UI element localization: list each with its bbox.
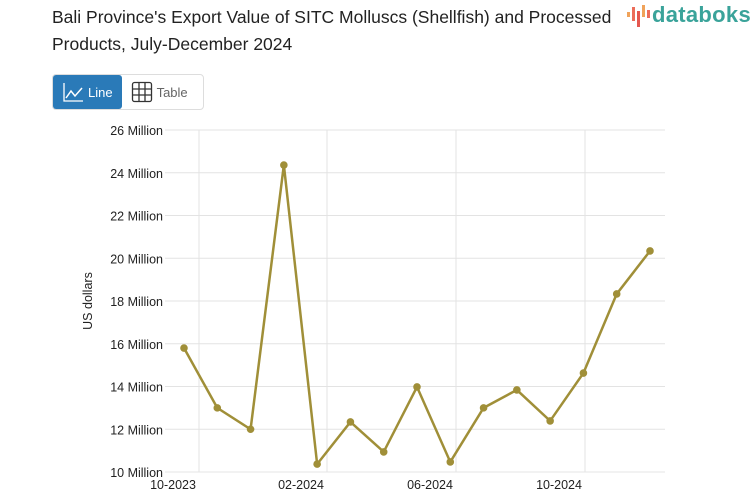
data-point	[579, 369, 588, 377]
data-point	[313, 460, 321, 468]
x-tick-label: 06-2024	[407, 478, 453, 492]
logo-bars-icon	[627, 5, 650, 27]
chart-title: Bali Province's Export Value of SITC Mol…	[52, 7, 612, 54]
data-point	[546, 417, 554, 425]
data-point	[246, 425, 255, 434]
table-view-button[interactable]: Table	[122, 75, 197, 109]
data-point	[280, 161, 288, 169]
y-tick-label: 10 Million	[110, 466, 163, 480]
y-axis-label: US dollars	[81, 272, 95, 330]
line-view-button[interactable]: Line	[53, 75, 122, 109]
data-point	[446, 458, 455, 466]
x-tick-label: 02-2024	[278, 478, 324, 492]
data-point	[180, 344, 188, 352]
data-point	[479, 404, 488, 412]
data-point	[213, 404, 222, 412]
x-tick-label: 10-2024	[536, 478, 582, 492]
data-point	[346, 418, 355, 426]
y-tick-label: 18 Million	[110, 295, 163, 309]
databoks-logo: databoks	[626, 2, 751, 28]
y-tick-label: 14 Million	[110, 381, 163, 395]
y-tick-label: 20 Million	[110, 252, 163, 266]
y-tick-label: 12 Million	[110, 423, 163, 437]
y-tick-label: 24 Million	[110, 167, 163, 181]
y-tick-label: 22 Million	[110, 210, 163, 224]
line-chart-icon	[63, 83, 83, 102]
x-tick-label: 10-2023	[150, 478, 196, 492]
view-toggle: Line Table	[52, 74, 204, 110]
data-point	[513, 386, 521, 394]
data-point	[612, 290, 621, 298]
data-point	[379, 448, 388, 456]
data-point	[413, 383, 421, 391]
line-label: Line	[88, 84, 113, 100]
series-line	[182, 164, 651, 468]
logo-text: databoks	[652, 2, 751, 27]
table-label: Table	[156, 84, 188, 100]
data-point	[646, 247, 654, 255]
y-tick-label: 16 Million	[110, 338, 163, 352]
table-grid-icon	[131, 81, 152, 103]
y-tick-label: 26 Million	[110, 124, 163, 138]
